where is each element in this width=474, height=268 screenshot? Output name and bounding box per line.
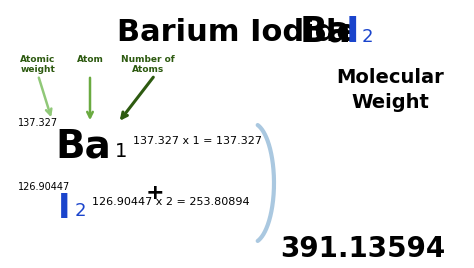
Text: +: +: [146, 183, 164, 203]
Text: 126.90447: 126.90447: [18, 182, 70, 192]
Text: Atom: Atom: [77, 55, 103, 64]
Text: Ba: Ba: [55, 128, 111, 166]
Text: 391.13594: 391.13594: [280, 235, 445, 263]
Text: Number of
Atoms: Number of Atoms: [121, 55, 175, 75]
Text: Barium Iodide: Barium Iodide: [117, 18, 357, 47]
Text: 1: 1: [115, 142, 128, 161]
Text: 2: 2: [362, 28, 374, 46]
Text: Molecular: Molecular: [336, 68, 444, 87]
Text: 137.327: 137.327: [18, 118, 58, 128]
Text: I: I: [58, 192, 71, 225]
Text: 2: 2: [75, 202, 86, 220]
Text: Weight: Weight: [351, 93, 429, 112]
Text: I: I: [346, 15, 359, 49]
Text: 126.90447 x 2 = 253.80894: 126.90447 x 2 = 253.80894: [92, 197, 250, 207]
Text: 137.327 x 1 = 137.327: 137.327 x 1 = 137.327: [133, 136, 262, 146]
Text: Ba: Ba: [300, 15, 352, 49]
Text: Atomic
weight: Atomic weight: [20, 55, 55, 75]
